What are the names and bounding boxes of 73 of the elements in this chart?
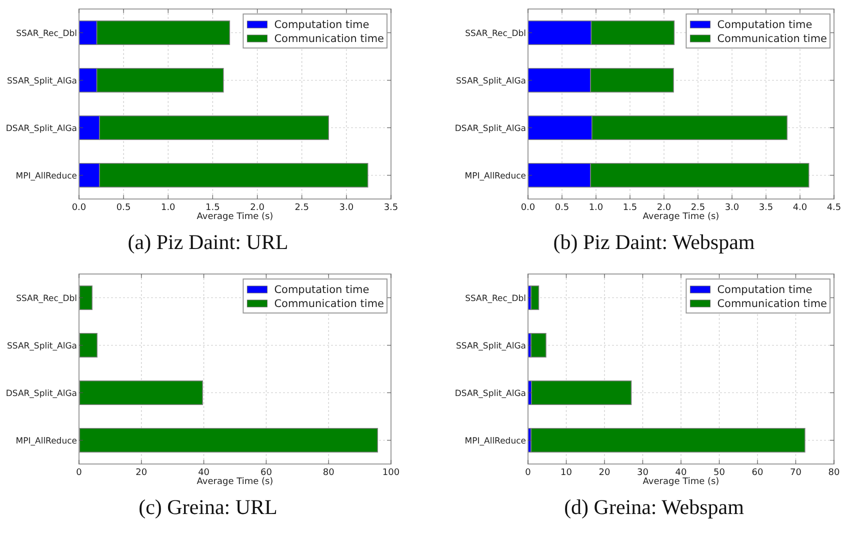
x-tick-label: 80 (322, 468, 335, 478)
x-tick-label: 1.0 (160, 203, 176, 213)
x-tick-label: 3.0 (724, 203, 740, 213)
x-tick-label: 3.0 (339, 203, 354, 213)
legend-label: Communication time (717, 33, 828, 45)
x-tick-label: 4.0 (792, 203, 808, 213)
x-tick-label: 40 (675, 468, 687, 478)
x-tick-label: 3.5 (758, 203, 774, 213)
legend-label: Communication time (274, 33, 384, 45)
x-tick-label: 4.5 (826, 203, 842, 213)
y-tick-label: MPI_AllReduce (16, 436, 77, 446)
x-tick-label: 60 (752, 468, 764, 478)
x-axis-title: Average Time (s) (196, 477, 274, 487)
x-tick-label: 0.5 (116, 203, 131, 213)
x-tick-label: 10 (560, 468, 572, 478)
x-tick-label: 0.5 (554, 203, 570, 213)
x-tick-label: 0.0 (72, 203, 86, 213)
text: (a) Piz Daint: URL (128, 230, 288, 254)
x-tick-label: 100 (382, 468, 400, 478)
y-tick-label: DSAR_Split_AlGa (6, 124, 77, 134)
text: (b) Piz Daint: Webspam (553, 230, 755, 254)
x-axis-title: Average Time (s) (642, 477, 720, 487)
bar (79, 428, 378, 453)
x-tick-label: 2.5 (294, 203, 310, 213)
legend-label: Computation time (717, 19, 812, 31)
x-axis-title: Average Time (s) (196, 212, 274, 222)
legend-label: Computation time (717, 284, 812, 296)
y-tick-label: MPI_AllReduce (16, 171, 77, 182)
y-tick-label: SSAR_Split_AlGa (7, 341, 77, 352)
x-tick-label: 70 (790, 468, 802, 478)
bar (79, 380, 203, 406)
x-tick-label: 40 (198, 468, 210, 478)
y-tick-label: SSAR_Split_AlGa (7, 76, 77, 86)
y-tick-label: DSAR_Split_AlGa (6, 388, 77, 399)
bar (530, 285, 540, 310)
text: (d) Greina: Webspam (564, 495, 744, 519)
x-tick-label: 2.5 (690, 203, 706, 213)
x-tick-label: 1.0 (588, 203, 604, 213)
legend-label: Communication time (717, 298, 828, 310)
bar (531, 380, 632, 406)
y-tick-label: SSAR_Split_AlGa (456, 76, 526, 86)
y-tick-label: MPI_AllReduce (464, 171, 526, 182)
y-tick-label: SSAR_Split_AlGa (456, 341, 526, 352)
x-tick-label: 0 (525, 468, 532, 478)
bar (530, 332, 546, 358)
bar (79, 285, 93, 310)
x-axis-title: Average Time (s) (642, 212, 720, 222)
y-tick-label: SSAR_Rec_Dbl (465, 28, 526, 39)
x-tick-label: 0.0 (520, 203, 536, 213)
x-tick-label: 1.5 (206, 203, 220, 213)
x-tick-label: 3.5 (384, 203, 398, 213)
x-tick-label: 30 (637, 468, 649, 478)
x-tick-label: 0 (76, 468, 82, 478)
x-tick-label: 1.5 (622, 203, 638, 213)
x-tick-label: 60 (260, 468, 272, 478)
bar (79, 332, 98, 358)
y-tick-label: SSAR_Rec_Dbl (465, 294, 526, 304)
x-tick-label: 80 (828, 468, 840, 478)
x-tick-label: 20 (598, 468, 610, 478)
y-tick-label: DSAR_Split_AlGa (454, 124, 526, 134)
bar (530, 428, 806, 453)
x-tick-label: 2.0 (656, 203, 672, 213)
legend-label: Computation time (274, 19, 370, 31)
y-tick-label: MPI_AllReduce (464, 436, 526, 446)
x-tick-label: 20 (136, 468, 148, 478)
y-tick-label: SSAR_Rec_Dbl (16, 28, 77, 39)
y-tick-label: DSAR_Split_AlGa (454, 388, 526, 399)
x-tick-label: 2.0 (250, 203, 265, 213)
legend-label: Computation time (274, 284, 370, 296)
y-tick-label: SSAR_Rec_Dbl (16, 294, 77, 304)
legend-label: Communication time (274, 298, 384, 310)
text: (c) Greina: URL (138, 495, 278, 519)
x-tick-label: 50 (714, 468, 726, 478)
